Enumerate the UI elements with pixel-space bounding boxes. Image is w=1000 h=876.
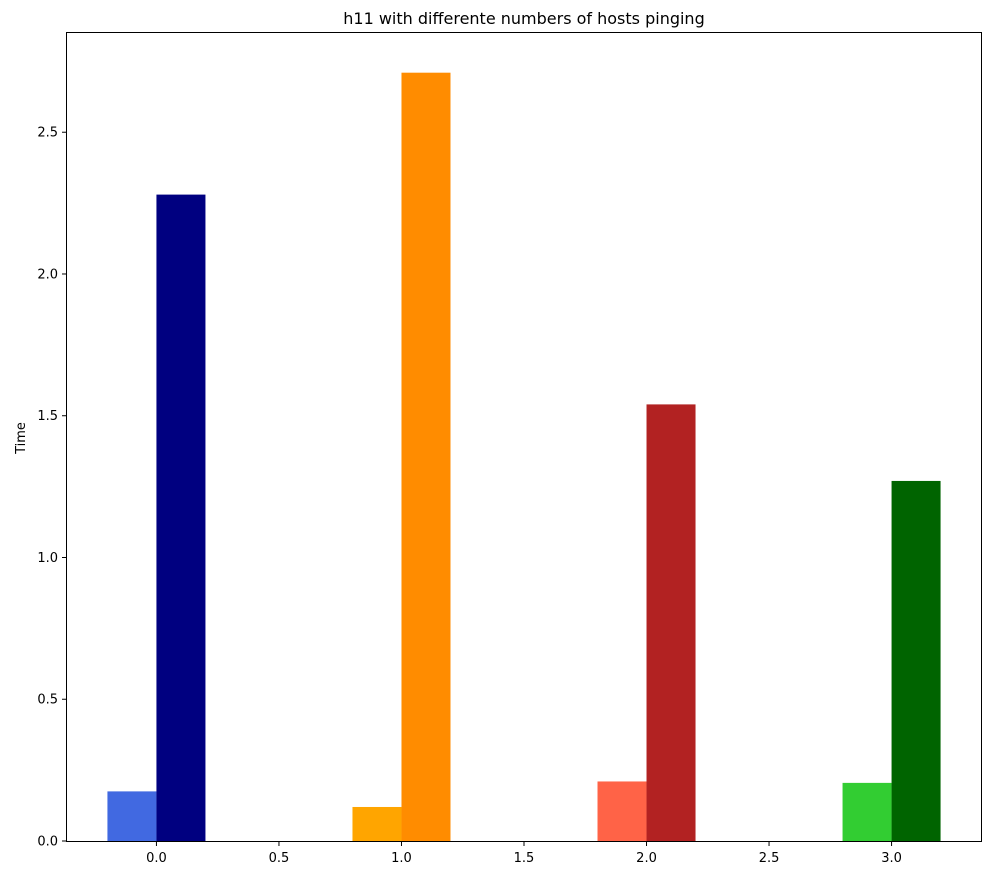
bar-4 xyxy=(597,781,647,841)
bar-3 xyxy=(401,72,451,842)
y-axis-label: Time xyxy=(14,422,29,455)
y-tick-label-5: 2.5 xyxy=(37,126,58,141)
y-tick-label-2: 1.0 xyxy=(37,551,58,566)
y-axis-ticks: 0.0 0.5 1.0 1.5 2.0 2.5 xyxy=(37,126,67,850)
x-tick-label-2: 1.0 xyxy=(391,851,412,866)
chart-title: h11 with differente numbers of hosts pin… xyxy=(343,9,704,28)
x-tick-label-4: 2.0 xyxy=(636,851,657,866)
y-tick-label-1: 0.5 xyxy=(37,693,58,708)
x-tick-label-5: 2.5 xyxy=(759,851,780,866)
y-tick-label-3: 1.5 xyxy=(37,409,58,424)
x-axis-ticks: 0.0 0.5 1.0 1.5 2.0 2.5 3.0 xyxy=(146,841,902,866)
bar-6 xyxy=(842,782,892,841)
bars-layer xyxy=(107,72,941,842)
y-tick-label-4: 2.0 xyxy=(37,267,58,282)
x-tick-label-6: 3.0 xyxy=(881,851,902,866)
x-tick-label-1: 0.5 xyxy=(269,851,290,866)
bar-7 xyxy=(891,480,941,841)
x-tick-label-3: 1.5 xyxy=(514,851,535,866)
y-tick-label-0: 0.0 xyxy=(37,835,58,850)
bar-2 xyxy=(352,806,402,841)
bar-0 xyxy=(107,791,157,841)
plot-area-frame xyxy=(66,32,982,842)
bar-1 xyxy=(156,194,206,842)
bar-5 xyxy=(646,404,696,841)
x-tick-label-0: 0.0 xyxy=(146,851,167,866)
